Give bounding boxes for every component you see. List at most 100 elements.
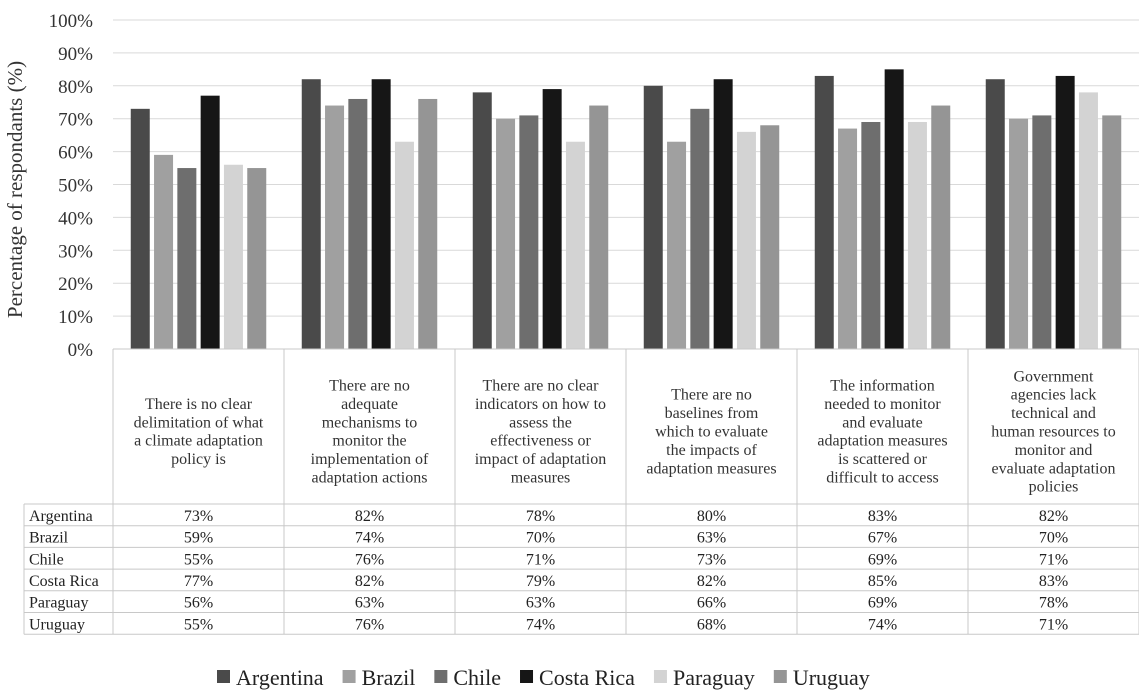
table-cell-value: 82%	[355, 508, 384, 525]
bars	[130, 69, 1122, 350]
bar-brazil	[1009, 118, 1029, 349]
table-cell-value: 83%	[1039, 573, 1068, 590]
table-row-label: Argentina	[29, 508, 93, 525]
category-label: There are no clear	[483, 378, 600, 395]
table-cell-value: 82%	[355, 573, 384, 590]
table-cell-value: 56%	[184, 595, 213, 612]
bar-uruguay	[247, 168, 267, 349]
table-cell-value: 76%	[355, 551, 384, 568]
category-label: difficult to access	[826, 470, 939, 487]
y-tick-label: 40%	[58, 208, 93, 229]
table-cell-value: 55%	[184, 551, 213, 568]
table-cell-value: 69%	[868, 551, 897, 568]
table-cell-value: 79%	[526, 573, 555, 590]
table-row-label: Brazil	[29, 530, 69, 547]
bar-paraguay	[394, 141, 414, 349]
category-label: mechanisms to	[322, 414, 418, 431]
category-label: agencies lack	[1011, 387, 1097, 404]
table-row-label: Uruguay	[29, 616, 85, 633]
table-cell-value: 74%	[526, 616, 555, 633]
y-tick-label: 0%	[68, 340, 94, 361]
table-cell-value: 73%	[697, 551, 726, 568]
category-label: which to evaluate	[655, 424, 768, 441]
bar-costa-rica	[884, 69, 904, 349]
category-label: The information	[830, 378, 934, 395]
legend-swatch	[520, 670, 534, 683]
table-cell-value: 76%	[355, 616, 384, 633]
category-label: assess the	[509, 414, 572, 431]
bar-costa-rica	[542, 89, 562, 349]
category-label: impact of adaptation	[475, 451, 607, 468]
bar-brazil	[496, 118, 516, 349]
category-label: measures	[511, 470, 571, 487]
legend-label: Chile	[453, 665, 501, 690]
category-label: adequate	[341, 396, 398, 413]
y-axis-label: Percentage of respondants (%)	[3, 61, 27, 318]
bar-paraguay	[1078, 92, 1098, 349]
y-tick-label: 80%	[58, 77, 93, 98]
category-label: adaptation measures	[817, 433, 947, 450]
table-cell-value: 68%	[697, 616, 726, 633]
table-cell-value: 59%	[184, 530, 213, 547]
table-cell-value: 74%	[355, 530, 384, 547]
table-cell-value: 69%	[868, 595, 897, 612]
bar-chile	[519, 115, 539, 349]
category-label: is scattered or	[838, 451, 928, 468]
bar-uruguay	[589, 105, 609, 349]
table-cell-value: 77%	[184, 573, 213, 590]
bar-argentina	[643, 85, 663, 350]
table-row-label: Costa Rica	[29, 573, 99, 590]
bar-uruguay	[418, 98, 438, 350]
legend-swatch	[773, 670, 787, 683]
category-label: human resources to	[991, 424, 1115, 441]
table-cell-value: 83%	[868, 508, 897, 525]
category-label: indicators on how to	[475, 396, 606, 413]
legend-swatch	[434, 670, 448, 683]
bar-brazil	[838, 128, 858, 349]
bar-costa-rica	[200, 95, 220, 349]
legend-swatch	[653, 670, 667, 683]
bar-chile	[1032, 115, 1052, 349]
category-label: Government	[1014, 368, 1095, 385]
category-label: needed to monitor	[824, 396, 941, 413]
bar-paraguay	[736, 131, 756, 349]
bar-brazil	[667, 141, 687, 349]
table-cell-value: 74%	[868, 616, 897, 633]
y-axis-ticks: 0% 10% 20% 30% 40% 50% 60% 70% 80% 90% 100%	[49, 11, 94, 361]
table-cell-value: 63%	[526, 595, 555, 612]
table-cell-value: 63%	[697, 530, 726, 547]
category-label: adaptation actions	[312, 470, 428, 487]
bar-chile	[861, 121, 881, 350]
category-label: There are no	[329, 378, 410, 395]
gridlines	[113, 19, 1139, 317]
y-tick-label: 60%	[58, 143, 93, 164]
legend-label: Uruguay	[793, 665, 870, 690]
y-tick-label: 90%	[58, 44, 93, 65]
y-tick-label: 70%	[58, 110, 93, 131]
y-tick-label: 10%	[58, 307, 93, 328]
table-cell-value: 71%	[1039, 551, 1068, 568]
bar-brazil	[154, 154, 174, 349]
bar-costa-rica	[1055, 75, 1075, 350]
bar-chile	[177, 168, 197, 349]
table-cell-value: 80%	[697, 508, 726, 525]
category-label: There is no clear	[145, 396, 253, 413]
category-label: the impacts of	[666, 442, 757, 459]
bar-argentina	[814, 75, 834, 350]
bar-paraguay	[223, 164, 243, 349]
category-label: a climate adaptation	[134, 433, 263, 450]
table-row-label: Chile	[29, 551, 64, 568]
table-cell-value: 85%	[868, 573, 897, 590]
bar-argentina	[472, 92, 492, 349]
table-cell-value: 78%	[526, 508, 555, 525]
table-cell-value: 71%	[526, 551, 555, 568]
category-label: policy is	[171, 451, 226, 468]
category-label: and evaluate	[842, 414, 922, 431]
table-cell-value: 78%	[1039, 595, 1068, 612]
table-cell-value: 73%	[184, 508, 213, 525]
category-label: baselines from	[665, 405, 759, 422]
table-cell-value: 55%	[184, 616, 213, 633]
bar-costa-rica	[713, 79, 733, 349]
